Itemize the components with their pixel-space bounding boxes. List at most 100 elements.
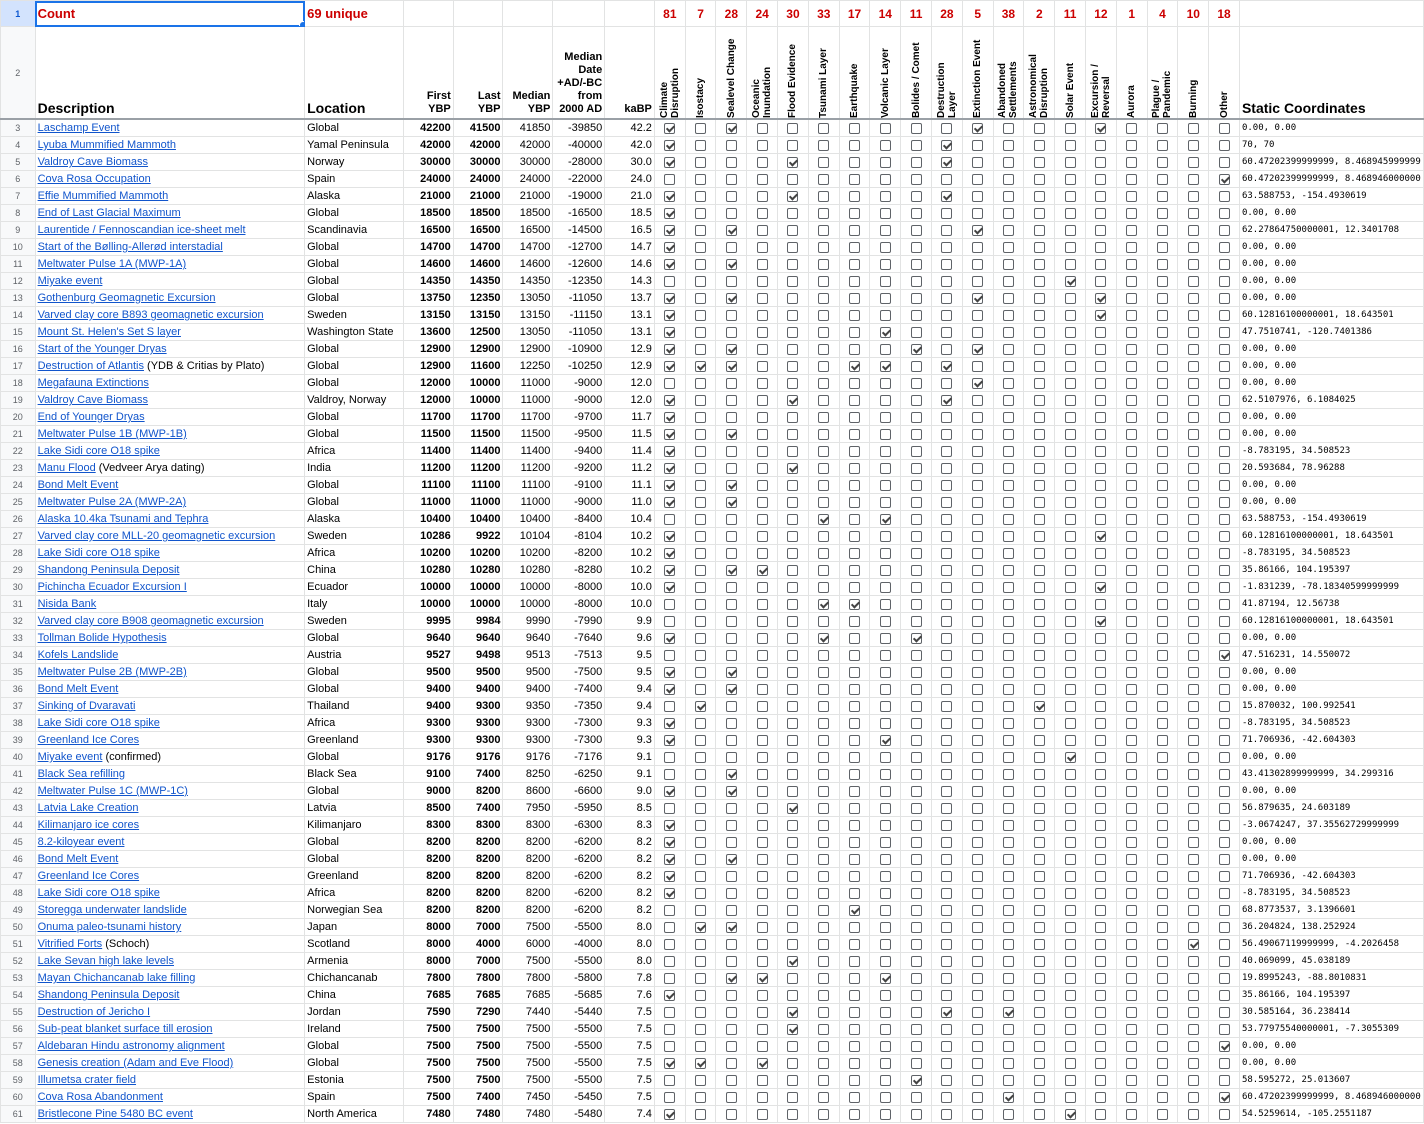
last-ybp-cell[interactable]: 8200 [452,884,504,902]
checkbox-unchecked[interactable] [787,921,799,933]
row-number[interactable]: 53 [0,969,36,987]
checkbox-unchecked[interactable] [725,717,737,729]
description-cell[interactable]: Gothenburg Geomagnetic Excursion [34,289,306,307]
checkbox-unchecked[interactable] [787,649,799,661]
row-number[interactable]: 20 [0,408,36,426]
checkbox-unchecked[interactable] [941,581,953,593]
last-ybp-cell[interactable]: 9498 [452,646,504,664]
checkbox-unchecked[interactable] [941,615,953,627]
row-number[interactable]: 4 [0,136,36,154]
checkbox-unchecked[interactable] [1033,156,1045,168]
median-ybp-cell[interactable]: 10000 [502,578,554,596]
header-static-coordinates[interactable]: Static Coordinates [1238,26,1424,120]
checkbox-unchecked[interactable] [1095,547,1107,559]
checkbox-unchecked[interactable] [756,700,768,712]
median-ybp-cell[interactable]: 8300 [502,816,554,834]
checkbox-unchecked[interactable] [1126,377,1138,389]
checkbox-unchecked[interactable] [695,156,707,168]
first-ybp-cell[interactable]: 11000 [402,493,454,511]
last-ybp-cell[interactable]: 11200 [452,459,504,477]
checkbox-unchecked[interactable] [1033,479,1045,491]
checkbox-unchecked[interactable] [972,1074,984,1086]
checkbox-unchecked[interactable] [1095,751,1107,763]
checkbox-unchecked[interactable] [1033,241,1045,253]
checkbox-unchecked[interactable] [756,547,768,559]
checkbox-checked[interactable] [1064,751,1076,763]
location-cell[interactable]: Alaska [304,510,404,528]
coordinates-cell[interactable]: 0.00, 0.00 [1238,663,1424,681]
median-date-cell[interactable]: -7300 [552,731,606,749]
checkbox-unchecked[interactable] [725,173,737,185]
coordinates-cell[interactable]: 35.86166, 104.195397 [1238,986,1424,1004]
checkbox-unchecked[interactable] [725,1091,737,1103]
checkbox-unchecked[interactable] [1033,326,1045,338]
description-link[interactable]: Shandong Peninsula Deposit [37,564,180,576]
checkbox-unchecked[interactable] [818,989,830,1001]
checkbox-checked[interactable] [725,972,737,984]
checkbox-unchecked[interactable] [664,1023,676,1035]
checkbox-unchecked[interactable] [725,632,737,644]
coordinates-cell[interactable]: 58.595272, 25.013607 [1238,1071,1424,1089]
row-number[interactable]: 60 [0,1088,36,1106]
checkbox-unchecked[interactable] [972,972,984,984]
median-ybp-cell[interactable]: 9350 [502,697,554,715]
checkbox-checked[interactable] [664,394,676,406]
checkbox-unchecked[interactable] [1033,734,1045,746]
checkbox-unchecked[interactable] [849,1023,861,1035]
row-number[interactable]: 48 [0,884,36,902]
median-ybp-cell[interactable]: 16500 [502,221,554,239]
checkbox-checked[interactable] [664,530,676,542]
checkbox-unchecked[interactable] [1218,785,1230,797]
checkbox-unchecked[interactable] [725,819,737,831]
checkbox-unchecked[interactable] [725,462,737,474]
coordinates-cell[interactable]: 68.8773537, 3.1396601 [1238,901,1424,919]
checkbox-unchecked[interactable] [756,360,768,372]
checkbox-unchecked[interactable] [756,887,768,899]
checkbox-unchecked[interactable] [695,564,707,576]
checkbox-checked[interactable] [941,156,953,168]
description-link[interactable]: Valdroy Cave Biomass [37,394,149,406]
checkbox-unchecked[interactable] [1156,938,1168,950]
coordinates-cell[interactable]: 0.00, 0.00 [1238,118,1424,137]
checkbox-unchecked[interactable] [1126,122,1138,134]
checkbox-unchecked[interactable] [972,411,984,423]
checkbox-unchecked[interactable] [1064,462,1076,474]
median-ybp-cell[interactable]: 10200 [502,544,554,562]
description-link[interactable]: Laschamp Event [37,122,120,134]
checkbox-checked[interactable] [664,445,676,457]
checkbox-unchecked[interactable] [1095,1057,1107,1069]
median-ybp-cell[interactable]: 7500 [502,1037,554,1055]
checkbox-unchecked[interactable] [1126,1023,1138,1035]
checkbox-unchecked[interactable] [849,1108,861,1120]
checkbox-unchecked[interactable] [1218,1057,1230,1069]
checkbox-unchecked[interactable] [787,547,799,559]
checkbox-unchecked[interactable] [849,683,861,695]
checkbox-checked[interactable] [1187,938,1199,950]
checkbox-checked[interactable] [664,411,676,423]
median-date-cell[interactable]: -8400 [552,510,606,528]
description-link[interactable]: Lake Sidi core O18 spike [37,547,160,559]
category-header[interactable]: Solar Event [1054,26,1086,120]
checkbox-unchecked[interactable] [941,173,953,185]
category-count[interactable]: 28 [930,0,963,27]
checkbox-unchecked[interactable] [695,819,707,831]
checkbox-unchecked[interactable] [1218,564,1230,576]
checkbox-unchecked[interactable] [972,904,984,916]
location-cell[interactable]: Global [304,357,404,375]
median-date-cell[interactable]: -6250 [552,765,606,783]
checkbox-unchecked[interactable] [1156,343,1168,355]
category-count[interactable]: 7 [684,0,717,27]
location-cell[interactable]: Global [304,289,404,307]
description-link[interactable]: Nisida Bank [37,598,97,610]
checkbox-unchecked[interactable] [818,224,830,236]
checkbox-unchecked[interactable] [725,1074,737,1086]
description-cell[interactable]: Meltwater Pulse 1B (MWP-1B) [34,425,306,443]
kabp-cell[interactable]: 7.5 [604,1071,655,1089]
kabp-cell[interactable]: 24.0 [604,170,655,188]
last-ybp-cell[interactable]: 9300 [452,697,504,715]
median-date-cell[interactable]: -5500 [552,1054,606,1072]
category-count[interactable]: 17 [838,0,871,27]
checkbox-unchecked[interactable] [725,309,737,321]
coordinates-cell[interactable]: -8.783195, 34.508523 [1238,442,1424,460]
checkbox-unchecked[interactable] [1218,258,1230,270]
